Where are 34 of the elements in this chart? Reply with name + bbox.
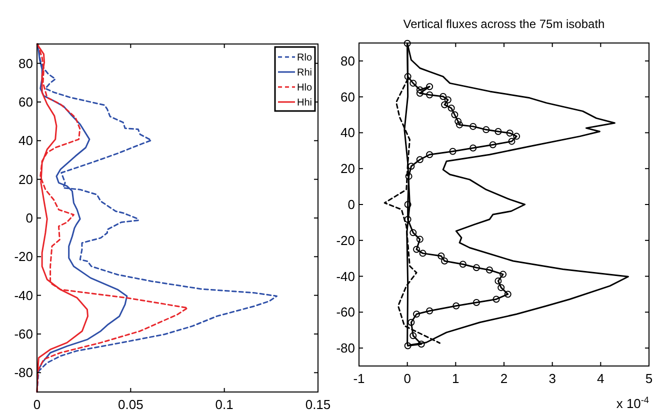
y-tick-label: 80 <box>340 53 355 68</box>
y-tick-label: 20 <box>340 161 355 176</box>
x-tick-label: 4 <box>597 371 604 386</box>
x-tick-label: 0.15 <box>305 397 331 412</box>
y-tick-label: -60 <box>14 326 33 342</box>
x-tick-label: 5 <box>645 371 653 386</box>
y-tick-label: 20 <box>18 172 33 187</box>
y-tick-label: -80 <box>14 365 33 380</box>
x-tick-label: 0.05 <box>118 397 144 412</box>
y-tick-label: 80 <box>18 56 33 71</box>
x-tick-label: 0.1 <box>215 397 234 412</box>
legend-label: Hlo <box>297 82 312 94</box>
y-tick-label: 0 <box>348 197 355 212</box>
y-tick-label: -80 <box>336 340 355 356</box>
y-tick-label: -40 <box>336 268 355 284</box>
y-tick-label: -20 <box>14 249 33 264</box>
x-tick-label: 3 <box>548 371 556 386</box>
text: x 10$^{-4}$ <box>616 395 649 411</box>
y-tick-label: -60 <box>336 304 355 320</box>
y-tick-label: -40 <box>14 288 33 303</box>
legend-label: Hhi <box>297 98 312 108</box>
y-tick-label: 0 <box>26 210 33 226</box>
x-tick-label: -1 <box>353 371 365 386</box>
legend-label: Rhi <box>297 68 312 78</box>
chart-title: Vertical fluxes across the 75m isobath <box>403 17 605 31</box>
legend-label: Rlo <box>297 52 312 64</box>
x-tick-label: 0 <box>404 371 411 386</box>
y-tick-label: 60 <box>18 94 33 110</box>
y-tick-label: 60 <box>340 89 355 104</box>
x-tick-label: 2 <box>500 371 508 386</box>
y-tick-label: 40 <box>18 133 33 148</box>
x-tick-label: 1 <box>452 371 460 386</box>
y-tick-label: 40 <box>340 125 355 140</box>
y-tick-label: -20 <box>336 232 355 248</box>
